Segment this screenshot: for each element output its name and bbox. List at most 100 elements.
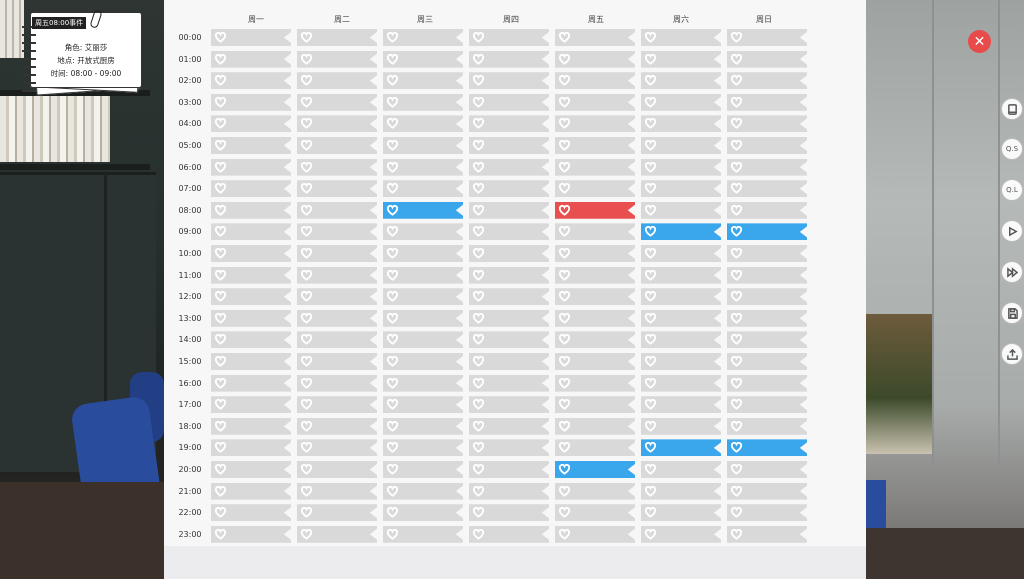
schedule-slot[interactable] xyxy=(555,180,635,197)
schedule-slot[interactable] xyxy=(727,483,807,500)
schedule-slot[interactable] xyxy=(641,526,721,543)
schedule-slot[interactable] xyxy=(727,504,807,521)
schedule-slot[interactable] xyxy=(727,94,807,111)
schedule-slot[interactable] xyxy=(383,267,463,284)
schedule-slot[interactable] xyxy=(555,288,635,305)
schedule-slot[interactable] xyxy=(555,51,635,68)
schedule-slot[interactable] xyxy=(469,288,549,305)
schedule-slot[interactable] xyxy=(641,180,721,197)
schedule-slot[interactable] xyxy=(297,202,377,219)
schedule-slot[interactable] xyxy=(555,504,635,521)
schedule-slot[interactable] xyxy=(383,526,463,543)
save-button[interactable] xyxy=(1001,302,1023,324)
schedule-slot[interactable] xyxy=(297,72,377,89)
schedule-slot[interactable] xyxy=(641,353,721,370)
schedule-slot[interactable] xyxy=(555,310,635,327)
schedule-slot[interactable] xyxy=(383,483,463,500)
schedule-slot[interactable] xyxy=(211,396,291,413)
schedule-slot[interactable] xyxy=(555,331,635,348)
schedule-event-slot[interactable] xyxy=(555,202,635,219)
schedule-slot[interactable] xyxy=(383,353,463,370)
schedule-slot[interactable] xyxy=(555,439,635,456)
schedule-slot[interactable] xyxy=(727,51,807,68)
schedule-slot[interactable] xyxy=(727,353,807,370)
schedule-slot[interactable] xyxy=(555,115,635,132)
schedule-event-slot[interactable] xyxy=(383,202,463,219)
schedule-slot[interactable] xyxy=(727,396,807,413)
schedule-slot[interactable] xyxy=(641,202,721,219)
schedule-slot[interactable] xyxy=(555,223,635,240)
schedule-slot[interactable] xyxy=(383,375,463,392)
schedule-slot[interactable] xyxy=(211,137,291,154)
schedule-slot[interactable] xyxy=(211,51,291,68)
schedule-slot[interactable] xyxy=(555,72,635,89)
book-button[interactable] xyxy=(1001,98,1023,120)
schedule-slot[interactable] xyxy=(297,353,377,370)
schedule-slot[interactable] xyxy=(383,51,463,68)
schedule-slot[interactable] xyxy=(727,310,807,327)
schedule-slot[interactable] xyxy=(297,223,377,240)
schedule-slot[interactable] xyxy=(383,461,463,478)
quick-load-button[interactable]: Q.L xyxy=(1001,179,1023,201)
schedule-slot[interactable] xyxy=(641,310,721,327)
schedule-slot[interactable] xyxy=(211,223,291,240)
schedule-slot[interactable] xyxy=(469,72,549,89)
schedule-slot[interactable] xyxy=(641,461,721,478)
schedule-slot[interactable] xyxy=(469,483,549,500)
schedule-slot[interactable] xyxy=(383,223,463,240)
schedule-slot[interactable] xyxy=(469,115,549,132)
schedule-slot[interactable] xyxy=(469,267,549,284)
schedule-slot[interactable] xyxy=(297,267,377,284)
schedule-slot[interactable] xyxy=(297,461,377,478)
schedule-slot[interactable] xyxy=(469,223,549,240)
schedule-event-slot[interactable] xyxy=(641,439,721,456)
fast-forward-button[interactable] xyxy=(1001,261,1023,283)
schedule-slot[interactable] xyxy=(211,288,291,305)
schedule-slot[interactable] xyxy=(641,159,721,176)
schedule-slot[interactable] xyxy=(211,331,291,348)
schedule-slot[interactable] xyxy=(383,94,463,111)
schedule-slot[interactable] xyxy=(727,159,807,176)
schedule-slot[interactable] xyxy=(555,396,635,413)
schedule-slot[interactable] xyxy=(727,115,807,132)
schedule-slot[interactable] xyxy=(555,353,635,370)
schedule-slot[interactable] xyxy=(211,115,291,132)
schedule-slot[interactable] xyxy=(727,331,807,348)
schedule-slot[interactable] xyxy=(469,418,549,435)
schedule-slot[interactable] xyxy=(641,504,721,521)
schedule-slot[interactable] xyxy=(727,375,807,392)
schedule-slot[interactable] xyxy=(211,180,291,197)
schedule-slot[interactable] xyxy=(641,115,721,132)
schedule-slot[interactable] xyxy=(469,159,549,176)
schedule-slot[interactable] xyxy=(297,526,377,543)
schedule-slot[interactable] xyxy=(211,202,291,219)
schedule-event-slot[interactable] xyxy=(727,439,807,456)
schedule-slot[interactable] xyxy=(297,94,377,111)
close-button[interactable]: ✕ xyxy=(968,30,991,53)
schedule-slot[interactable] xyxy=(469,353,549,370)
schedule-slot[interactable] xyxy=(641,72,721,89)
schedule-slot[interactable] xyxy=(297,180,377,197)
schedule-slot[interactable] xyxy=(211,353,291,370)
schedule-slot[interactable] xyxy=(297,137,377,154)
schedule-slot[interactable] xyxy=(555,483,635,500)
schedule-slot[interactable] xyxy=(469,310,549,327)
schedule-slot[interactable] xyxy=(469,180,549,197)
schedule-slot[interactable] xyxy=(727,267,807,284)
schedule-slot[interactable] xyxy=(297,439,377,456)
schedule-slot[interactable] xyxy=(297,51,377,68)
schedule-slot[interactable] xyxy=(469,202,549,219)
schedule-slot[interactable] xyxy=(211,418,291,435)
schedule-slot[interactable] xyxy=(211,461,291,478)
schedule-slot[interactable] xyxy=(297,159,377,176)
schedule-slot[interactable] xyxy=(383,504,463,521)
schedule-slot[interactable] xyxy=(297,375,377,392)
schedule-slot[interactable] xyxy=(727,137,807,154)
schedule-slot[interactable] xyxy=(383,180,463,197)
schedule-slot[interactable] xyxy=(383,72,463,89)
schedule-slot[interactable] xyxy=(641,137,721,154)
share-button[interactable] xyxy=(1001,343,1023,365)
schedule-slot[interactable] xyxy=(727,418,807,435)
schedule-slot[interactable] xyxy=(383,159,463,176)
schedule-slot[interactable] xyxy=(297,396,377,413)
